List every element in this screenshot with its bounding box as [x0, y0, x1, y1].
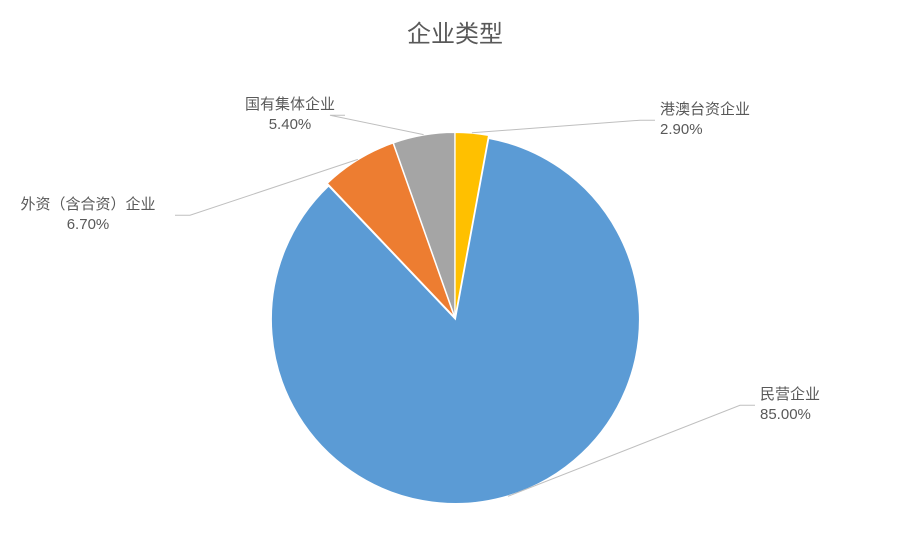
slice-label-percent: 85.00% — [760, 405, 820, 425]
slice-label: 外资（含合资）企业6.70% — [0, 195, 178, 236]
slice-label-percent: 6.70% — [0, 215, 178, 235]
slice-label: 国有集体企业5.40% — [200, 95, 380, 136]
slice-label-name: 国有集体企业 — [200, 95, 380, 115]
slice-label: 民营企业85.00% — [760, 385, 820, 426]
slice-label-name: 外资（含合资）企业 — [0, 195, 178, 215]
slice-label-percent: 5.40% — [200, 115, 380, 135]
slice-label: 港澳台资企业2.90% — [660, 100, 750, 141]
slice-label-percent: 2.90% — [660, 120, 750, 140]
slice-label-name: 港澳台资企业 — [660, 100, 750, 120]
slice-label-name: 民营企业 — [760, 385, 820, 405]
pie-chart — [0, 0, 910, 538]
leader-line — [472, 120, 655, 133]
